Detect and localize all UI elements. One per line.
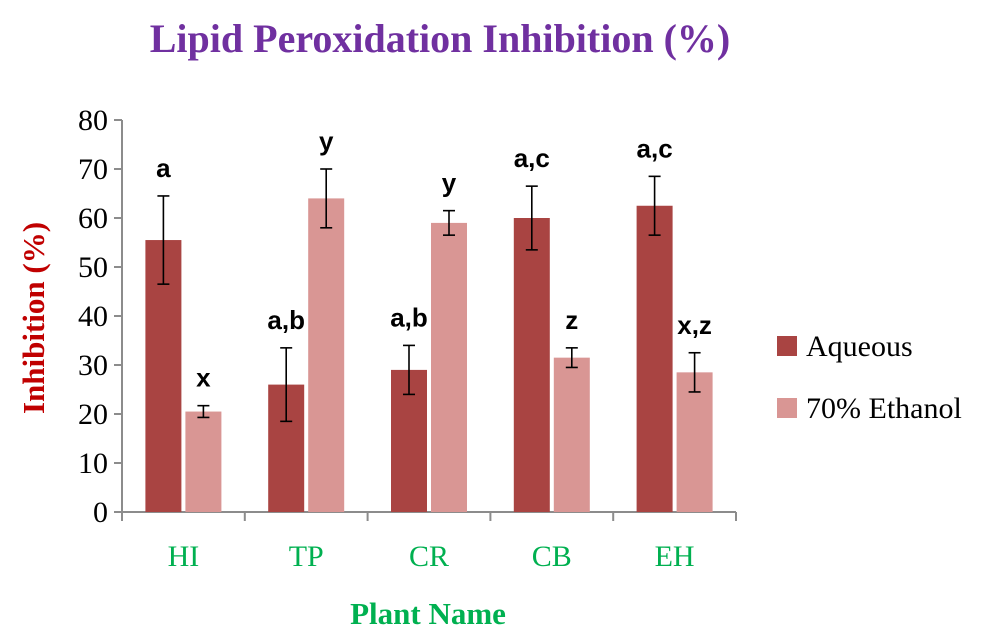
bar-ethanol: [676, 372, 713, 512]
y-tick-label: 60: [78, 202, 108, 235]
significance-label: a,c: [514, 143, 550, 173]
bar-aqueous: [145, 240, 182, 513]
x-tick-label: HI: [168, 540, 200, 573]
x-tick-label: EH: [655, 540, 695, 573]
significance-label: x,z: [677, 310, 712, 340]
y-tick-label: 70: [78, 153, 108, 186]
bar-ethanol: [185, 411, 222, 512]
y-tick-label: 50: [78, 251, 108, 284]
significance-label: a: [156, 153, 171, 183]
y-axis-label: Inhibition (%): [16, 222, 51, 414]
x-tick-label: CB: [532, 540, 572, 573]
bars: [145, 168, 713, 513]
bar-aqueous: [636, 205, 673, 512]
y-tick-label: 30: [78, 349, 108, 382]
bar-ethanol: [553, 357, 590, 512]
y-tick-label: 80: [78, 104, 108, 137]
bar-ethanol: [308, 198, 345, 512]
x-axis-label: Plant Name: [350, 596, 506, 631]
y-tick-label: 10: [78, 447, 108, 480]
significance-label: a,b: [390, 302, 428, 332]
legend-label: 70% Ethanol: [806, 392, 962, 425]
significance-label: y: [442, 168, 457, 198]
bar-aqueous: [513, 218, 550, 512]
significance-label: x: [196, 363, 211, 393]
legend: Aqueous 70% Ethanol: [777, 330, 962, 425]
significance-labels: a a,b a,b a,c a,c x y y z x,z: [156, 126, 712, 393]
legend-swatch: [777, 398, 797, 418]
bar-ethanol: [431, 222, 467, 512]
legend-swatch: [777, 336, 797, 356]
y-tick-label: 20: [78, 398, 108, 431]
x-tick-label: CR: [409, 540, 449, 573]
legend-label: Aqueous: [806, 330, 913, 363]
significance-label: a,c: [637, 133, 673, 163]
y-tick-label: 40: [78, 300, 108, 333]
axes: 0 10 20 30 40 50 60 70 80 HI TP CR CB EH: [78, 104, 737, 573]
chart-title: Lipid Peroxidation Inhibition (%): [150, 16, 731, 61]
y-tick-label: 0: [93, 496, 108, 529]
significance-label: y: [319, 126, 334, 156]
significance-label: z: [565, 305, 578, 335]
x-tick-label: TP: [289, 540, 324, 573]
significance-label: a,b: [267, 305, 305, 335]
